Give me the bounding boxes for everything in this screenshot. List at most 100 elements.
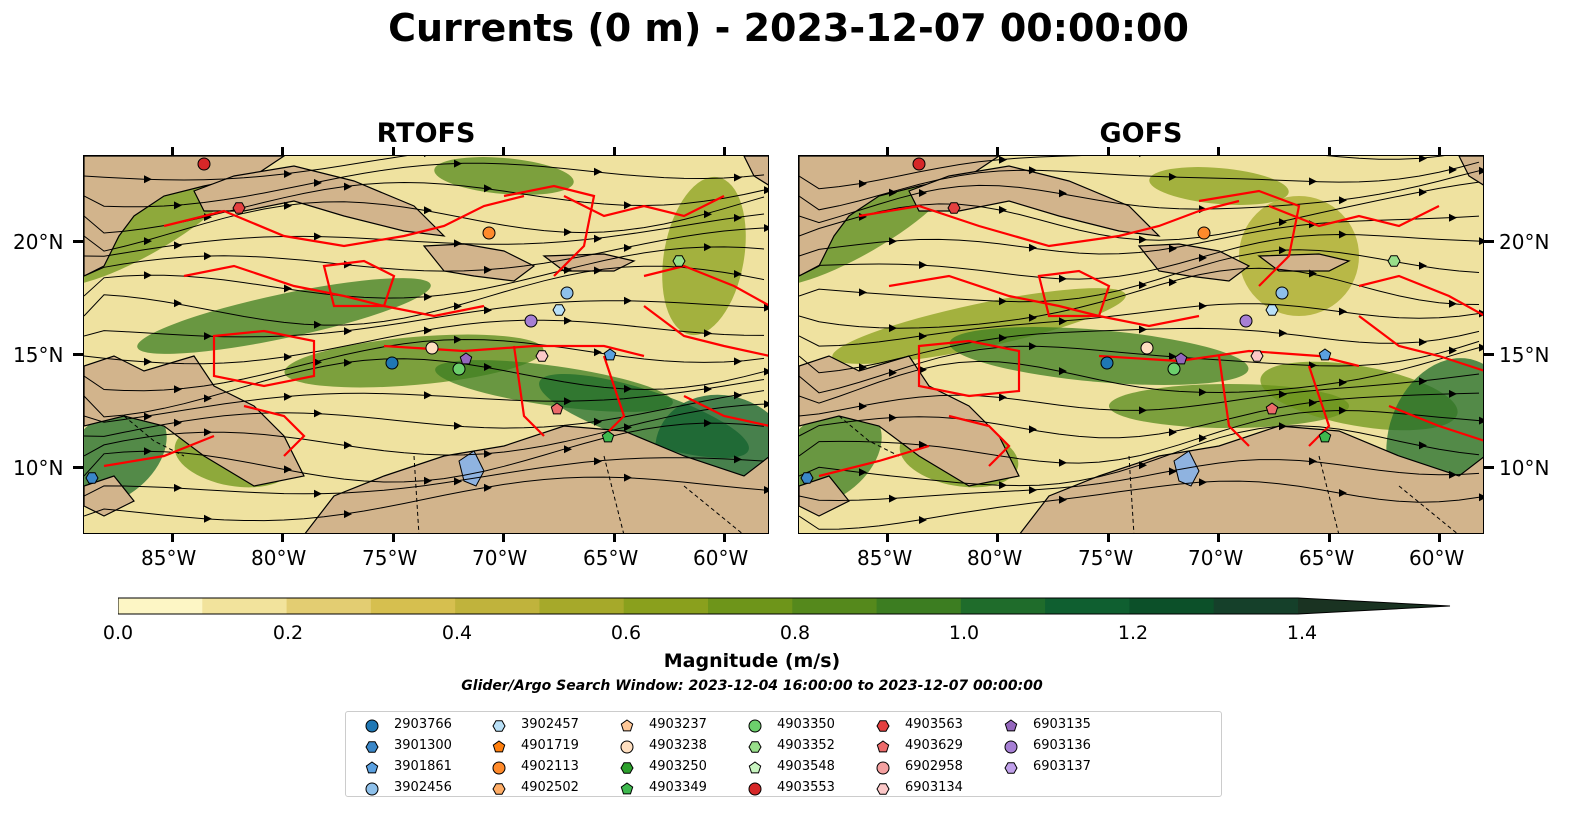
- country-border: [1128, 455, 1135, 533]
- colorbar-tick-7: 1.4: [1286, 622, 1318, 644]
- streamline-arrow: [1479, 343, 1483, 352]
- streamline-arrow: [424, 391, 432, 400]
- colorbar-segment: [792, 598, 878, 614]
- legend-marker-icon: [748, 761, 762, 774]
- glider-track: [948, 414, 1011, 467]
- lat-label-20n-right: 20°N: [1499, 230, 1550, 254]
- lon-label-80w-right: 80°W: [967, 546, 1023, 570]
- float-marker-4903563: [947, 202, 961, 214]
- streamline-arrow: [1449, 346, 1457, 355]
- legend-marker-6903134: [876, 783, 890, 795]
- float-marker-3901861: [1318, 348, 1332, 361]
- legend-label: 4903548: [777, 759, 835, 774]
- streamline-arrow: [1059, 317, 1067, 326]
- legend-marker-icon: [748, 719, 762, 733]
- float-marker-4903349: [601, 430, 615, 443]
- float-marker-4902113: [1197, 226, 1211, 240]
- streamline: [84, 227, 765, 277]
- lon-tick: [171, 147, 174, 155]
- streamline-arrow: [859, 179, 867, 188]
- streamline: [799, 409, 1480, 464]
- colorbar-outline: [118, 597, 1451, 615]
- streamline-arrow: [314, 358, 322, 367]
- streamline: [799, 480, 1480, 530]
- float-marker-3902457: [552, 304, 566, 316]
- colorbar-segment: [539, 598, 625, 614]
- streamline-arrow: [1139, 281, 1147, 290]
- lon-tick: [613, 147, 616, 155]
- lon-tick: [1328, 147, 1331, 155]
- colorbar-tick-3: 0.6: [610, 622, 642, 644]
- streamline-arrow: [1059, 367, 1067, 376]
- streamline-arrow: [1479, 237, 1483, 246]
- streamline-arrow: [174, 201, 182, 210]
- streamline-arrow: [564, 397, 572, 406]
- glider-track: [602, 355, 626, 437]
- glider-track: [643, 305, 768, 357]
- streamline-arrow: [1339, 196, 1347, 205]
- lat-tick: [1484, 353, 1494, 356]
- streamline-arrow: [314, 232, 322, 241]
- float-legend: 2903766 3901300 3901861 3902456 3902457 49017…: [345, 711, 1222, 797]
- streamline-arrow: [564, 228, 572, 237]
- land-mass: [84, 355, 305, 487]
- streamline-arrow: [1029, 166, 1037, 175]
- streamline-arrow: [484, 306, 492, 315]
- lon-label-75w-left: 75°W: [362, 546, 418, 570]
- streamline-arrow: [704, 385, 712, 394]
- streamline-arrow: [144, 412, 152, 421]
- streamline-arrow: [1059, 189, 1067, 198]
- float-marker-4903238: [1140, 341, 1154, 355]
- streamline-arrow: [764, 303, 768, 312]
- lon-tick: [1438, 534, 1441, 542]
- streamline-arrow: [174, 418, 182, 427]
- streamline-arrow: [624, 423, 632, 432]
- streamline-arrow: [919, 516, 927, 524]
- glider-track: [643, 264, 768, 307]
- streamline-arrow: [704, 329, 712, 338]
- streamline-arrow: [314, 409, 322, 418]
- streamline-arrow: [764, 367, 768, 376]
- legend-label: 6902958: [905, 759, 963, 774]
- streamline-arrow: [1139, 461, 1147, 470]
- legend-marker-icon: [1004, 740, 1018, 754]
- streamline-arrow: [999, 481, 1007, 490]
- streamline-arrow: [1199, 253, 1207, 262]
- streamline-arrow: [1029, 486, 1037, 495]
- glider-track: [888, 274, 1200, 328]
- lon-tick: [1217, 534, 1220, 542]
- streamline-arrow: [1309, 457, 1317, 466]
- streamline-arrow: [594, 457, 602, 466]
- streamline-arrow: [999, 156, 1007, 164]
- lon-label-70w-right: 70°W: [1188, 546, 1244, 570]
- colorbar-segment: [202, 598, 288, 614]
- lon-tick: [996, 534, 999, 542]
- streamline-arrow: [999, 297, 1007, 306]
- glider-track: [1268, 204, 1440, 228]
- float-marker-3902457: [1265, 304, 1279, 316]
- legend-marker-3901861: [365, 761, 379, 774]
- colorbar-segment: [286, 598, 372, 614]
- streamline: [84, 476, 765, 522]
- streamline-arrow: [1339, 406, 1347, 415]
- glider-track: [818, 444, 930, 478]
- legend-marker-4903238: [620, 740, 634, 754]
- streamline-arrow: [174, 483, 182, 492]
- legend-marker-icon: [620, 740, 634, 754]
- float-marker-4903350: [1167, 362, 1181, 376]
- legend-label: 6903134: [905, 780, 963, 795]
- streamline-arrow: [764, 224, 768, 232]
- legend-marker-icon: [876, 740, 890, 753]
- lat-label-10n-left: 10°N: [13, 456, 64, 480]
- streamline-arrow: [1139, 406, 1147, 415]
- glider-track: [103, 434, 215, 468]
- streamline-arrow: [284, 284, 292, 293]
- streamline: [799, 170, 1480, 224]
- glider-track: [858, 199, 1240, 248]
- legend-marker-icon: [492, 720, 506, 732]
- glider-track: [917, 339, 1021, 398]
- streamline: [84, 162, 765, 208]
- glider-track: [1037, 269, 1111, 318]
- float-marker-4903350: [452, 362, 466, 376]
- streamline: [84, 358, 765, 418]
